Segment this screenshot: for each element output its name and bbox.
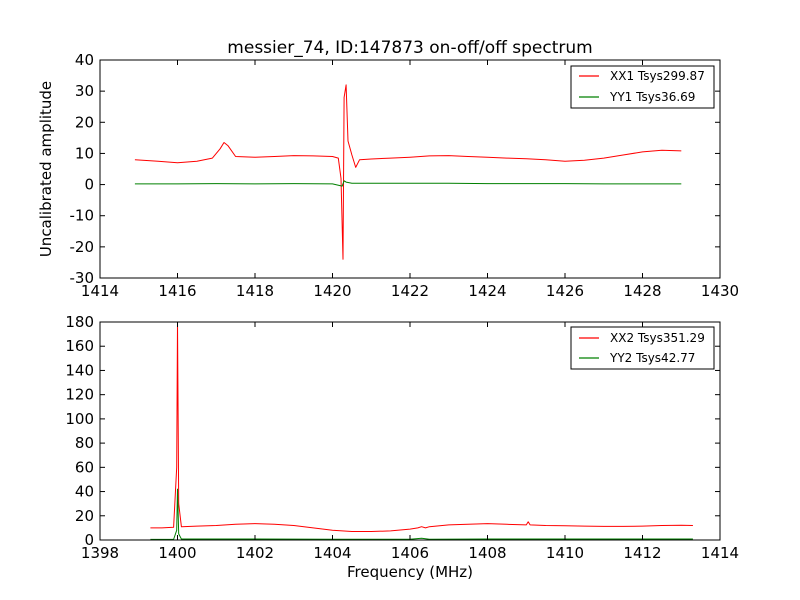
bottom-panel: 1398 1400 1402 1404 1406 1408 1410 1412 1414 0 20 4…: [65, 313, 739, 581]
bottom-legend-label-yy2: YY2 Tsys42.77: [609, 351, 695, 365]
top-x-tick-label: 1430: [701, 282, 739, 300]
top-series-group: [134, 84, 682, 260]
bottom-y-tick-label: 80: [75, 434, 94, 452]
top-chart-title: messier_74, ID:147873 on-off/off spectru…: [227, 38, 592, 58]
bottom-legend-box: [570, 326, 715, 370]
top-series-line-xx: [134, 84, 682, 260]
top-ticks-group: 1414 1416 1418 1420 1422 1424 1426 1428 1430 -30 -…: [70, 51, 740, 300]
top-y-tick-label: 10: [75, 144, 94, 162]
top-x-tick-label: 1420: [313, 282, 351, 300]
bottom-x-tick-label: 1406: [391, 544, 429, 562]
bottom-x-tick-label: 1404: [313, 544, 351, 562]
bottom-y-tick-label: 40: [75, 483, 94, 501]
top-y-tick-label: -10: [70, 207, 95, 225]
top-y-tick-label: 30: [75, 82, 94, 100]
bottom-y-tick-label: 120: [65, 386, 94, 404]
top-panel: messier_74, ID:147873 on-off/off spectru…: [37, 38, 739, 300]
bottom-y-tick-label: 160: [65, 337, 94, 355]
bottom-ticks-group: 1398 1400 1402 1404 1406 1408 1410 1412 1414 0 20 4…: [65, 313, 739, 562]
top-y-axis-label: Uncalibrated amplitude: [37, 81, 55, 257]
top-series-line-yy: [134, 180, 682, 187]
top-x-tick-label: 1426: [546, 282, 584, 300]
top-y-tick-label: 20: [75, 113, 94, 131]
top-x-tick-label: 1424: [468, 282, 506, 300]
top-x-tick-label: 1414: [81, 282, 119, 300]
top-y-tick-label: 40: [75, 51, 94, 69]
bottom-legend-label-xx2: XX2 Tsys351.29: [610, 331, 705, 345]
bottom-x-tick-label: 1414: [701, 544, 739, 562]
bottom-series-line-xx: [150, 321, 693, 532]
top-y-tick-label: 0: [84, 176, 94, 194]
bottom-y-tick-label: 180: [65, 313, 94, 331]
top-y-tick-label: -20: [70, 238, 95, 256]
top-x-tick-label: 1418: [236, 282, 274, 300]
bottom-y-tick-label: 140: [65, 361, 94, 379]
bottom-x-axis-label: Frequency (MHz): [347, 563, 473, 581]
top-legend-label-yy1: YY1 Tsys36.69: [609, 90, 695, 104]
bottom-x-tick-label: 1400: [158, 544, 196, 562]
bottom-x-tick-label: 1412: [623, 544, 661, 562]
bottom-x-tick-label: 1408: [468, 544, 506, 562]
top-x-tick-label: 1416: [158, 282, 196, 300]
top-x-tick-label: 1422: [391, 282, 429, 300]
bottom-x-tick-label: 1402: [236, 544, 274, 562]
bottom-y-tick-label: 60: [75, 458, 94, 476]
bottom-y-tick-label: 0: [84, 531, 94, 549]
bottom-legend: XX2 Tsys351.29 YY2 Tsys42.77: [570, 326, 715, 370]
top-y-tick-label: -30: [70, 269, 95, 287]
top-x-tick-label: 1428: [623, 282, 661, 300]
top-legend-label-xx1: XX1 Tsys299.87: [610, 69, 705, 83]
bottom-x-tick-label: 1410: [546, 544, 584, 562]
bottom-y-tick-label: 20: [75, 507, 94, 525]
top-legend-box: [570, 65, 715, 109]
bottom-y-tick-label: 100: [65, 410, 94, 428]
top-legend: XX1 Tsys299.87 YY1 Tsys36.69: [570, 65, 715, 109]
bottom-x-tick-label: 1398: [81, 544, 119, 562]
